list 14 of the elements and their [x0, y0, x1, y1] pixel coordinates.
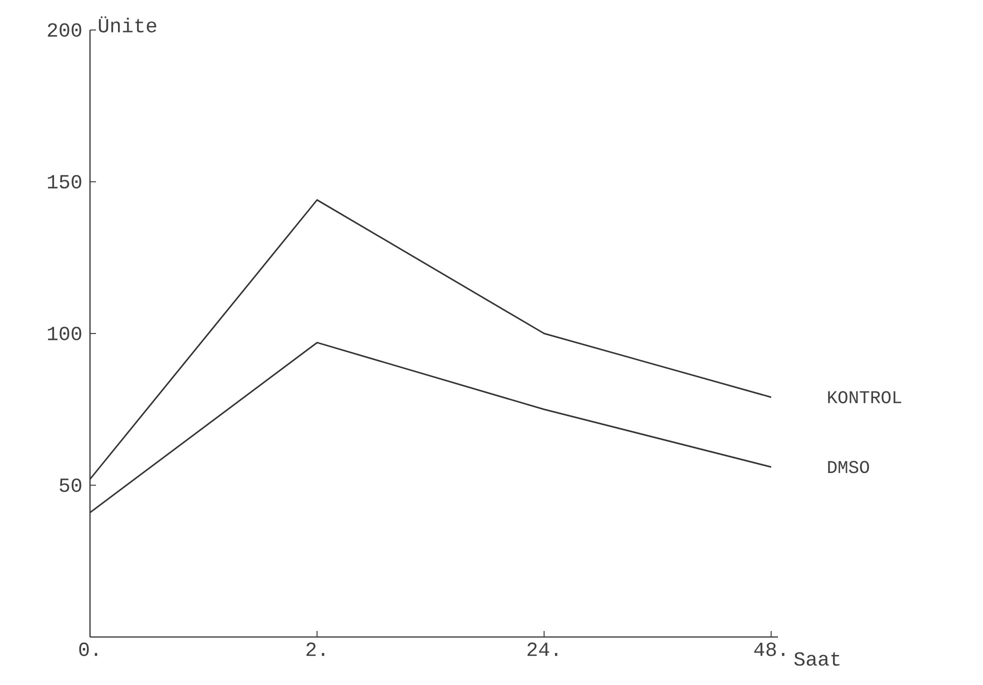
x-tick-label: 24. [528, 642, 558, 656]
text: KONTROL [828, 391, 902, 404]
line-series [89, 342, 772, 514]
x-tick-label: 2. [306, 642, 324, 656]
y-tick-label: 150 [48, 174, 82, 189]
x-tick-label: 0. [79, 642, 98, 656]
text: DMSO [828, 460, 870, 474]
y-tick-label: 100 [48, 326, 82, 340]
x-axis-title: Saat [794, 652, 840, 666]
x-tick-label: 48. [754, 642, 784, 656]
y-axis-title: Ünite [98, 16, 156, 32]
y-tick-label: 50 [60, 478, 82, 492]
y-tick-label: 200 [48, 23, 82, 37]
line-series [89, 199, 772, 480]
